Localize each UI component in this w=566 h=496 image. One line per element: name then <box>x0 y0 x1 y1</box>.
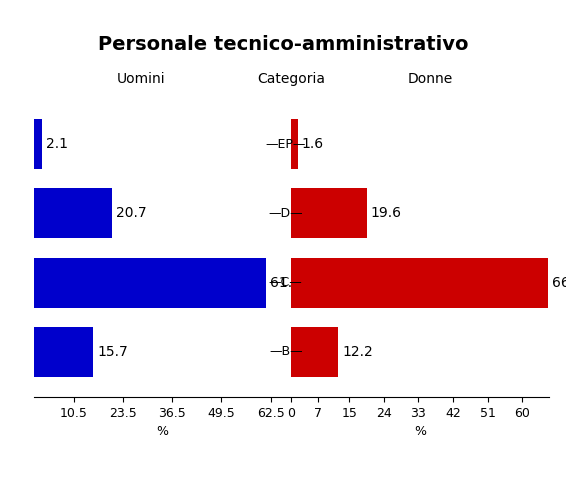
Text: 61.4: 61.4 <box>271 276 301 290</box>
X-axis label: %: % <box>414 425 426 438</box>
Text: —C—: —C— <box>269 276 303 289</box>
Text: 15.7: 15.7 <box>97 345 128 359</box>
Text: 20.7: 20.7 <box>116 206 147 220</box>
Text: Donne: Donne <box>408 72 453 86</box>
Bar <box>34 119 42 169</box>
Bar <box>291 188 367 238</box>
Text: Personale tecnico-amministrativo: Personale tecnico-amministrativo <box>98 35 468 54</box>
Text: 66.7: 66.7 <box>552 276 566 290</box>
Text: 2.1: 2.1 <box>46 137 68 151</box>
Text: —B—: —B— <box>269 345 303 358</box>
Bar <box>291 327 338 377</box>
Text: —D—: —D— <box>268 207 303 220</box>
Bar <box>34 258 267 308</box>
Text: 19.6: 19.6 <box>371 206 402 220</box>
Text: 12.2: 12.2 <box>342 345 373 359</box>
Text: Categoria: Categoria <box>258 72 325 86</box>
Text: 1.6: 1.6 <box>302 137 324 151</box>
Bar <box>291 258 548 308</box>
Bar <box>34 188 113 238</box>
Bar <box>34 327 93 377</box>
X-axis label: %: % <box>157 425 169 438</box>
Bar <box>291 119 298 169</box>
Text: —EP—: —EP— <box>265 138 306 151</box>
Text: Uomini: Uomini <box>117 72 166 86</box>
